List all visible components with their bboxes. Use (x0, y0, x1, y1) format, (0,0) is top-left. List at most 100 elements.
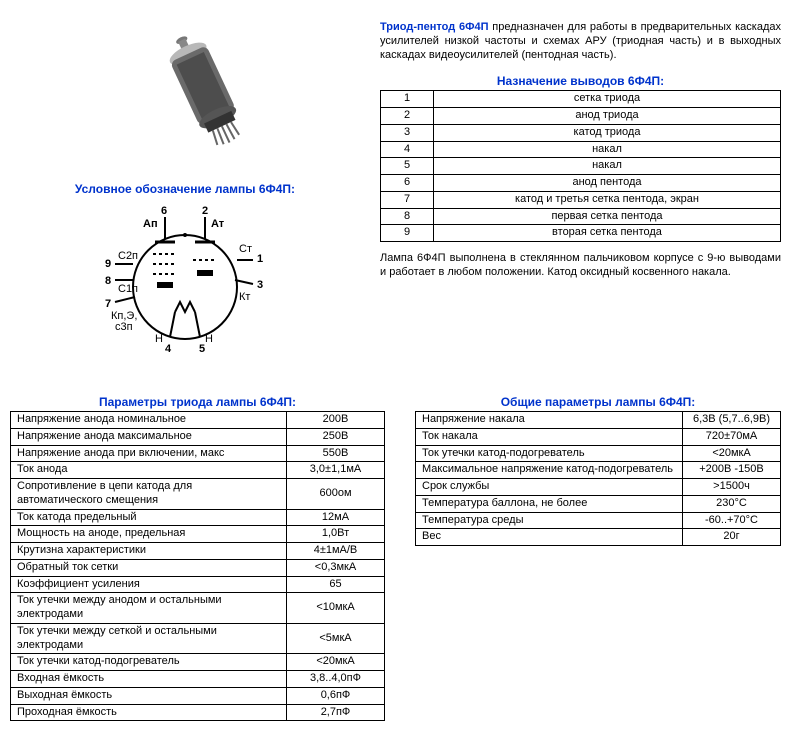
triode-row: Ток утечки между анодом и остальными эле… (11, 593, 385, 624)
param-name: Выходная ёмкость (11, 687, 287, 704)
svg-text:4: 4 (165, 343, 172, 355)
param-name: Вес (416, 529, 683, 546)
param-name: Ток анода (11, 462, 287, 479)
pin-label: анод триода (434, 108, 781, 125)
triode-row: Ток анода3,0±1,1мА (11, 462, 385, 479)
triode-row: Напряжение анода максимальное250В (11, 428, 385, 445)
param-val: 600ом (287, 479, 385, 510)
symbol-header: Условное обозначение лампы 6Ф4П: (10, 178, 360, 198)
param-val: <0,3мкА (287, 559, 385, 576)
pinout-header: Назначение выводов 6Ф4П: (380, 70, 781, 90)
svg-text:с3п: с3п (115, 321, 133, 333)
top-right-col: Триод-пентод 6Ф4П предназначен для работ… (360, 10, 781, 379)
general-header: Общие параметры лампы 6Ф4П: (415, 391, 781, 411)
triode-row: Напряжение анода номинальное200В (11, 412, 385, 429)
triode-header: Параметры триода лампы 6Ф4П: (10, 391, 385, 411)
param-name: Напряжение анода номинальное (11, 412, 287, 429)
general-row: Температура среды-60..+70°С (416, 512, 781, 529)
param-name: Напряжение анода при включении, макс (11, 445, 287, 462)
triode-row: Выходная ёмкость0,6пФ (11, 687, 385, 704)
pinout-row: 7катод и третья сетка пентода, экран (381, 191, 781, 208)
pinout-row: 9вторая сетка пентода (381, 225, 781, 242)
pinout-row: 3катод триода (381, 124, 781, 141)
triode-row: Мощность на аноде, предельная1,0Вт (11, 526, 385, 543)
pin-label: первая сетка пентода (434, 208, 781, 225)
triode-row: Ток утечки катод-подогреватель<20мкА (11, 654, 385, 671)
general-row: Срок службы>1500ч (416, 479, 781, 496)
param-name: Максимальное напряжение катод-подогреват… (416, 462, 683, 479)
general-col: Общие параметры лампы 6Ф4П: Напряжение н… (415, 391, 781, 721)
triode-row: Обратный ток сетки<0,3мкА (11, 559, 385, 576)
param-name: Крутизна характеристики (11, 543, 287, 560)
pin-diagram: 6 2 Ап Ат (10, 202, 360, 375)
param-name: Мощность на аноде, предельная (11, 526, 287, 543)
pin-num: 7 (381, 191, 434, 208)
param-val: 2,7пФ (287, 704, 385, 721)
At-label: Ат (211, 218, 225, 230)
pinout-row: 6анод пентода (381, 175, 781, 192)
param-name: Обратный ток сетки (11, 559, 287, 576)
param-name: Срок службы (416, 479, 683, 496)
triode-row: Сопротивление в цепи катода для автомати… (11, 479, 385, 510)
bottom-row: Параметры триода лампы 6Ф4П: Напряжение … (10, 391, 781, 721)
general-table: Напряжение накала6,3В (5,7..6,9В)Ток нак… (415, 411, 781, 546)
pin-num: 5 (381, 158, 434, 175)
pin-label: накал (434, 158, 781, 175)
param-val: +200В -150В (683, 462, 781, 479)
pinout-table: 1сетка триода2анод триода3катод триода4н… (380, 90, 781, 242)
intro-title: Триод-пентод 6Ф4П (380, 21, 489, 33)
param-name: Проходная ёмкость (11, 704, 287, 721)
top-row: Условное обозначение лампы 6Ф4П: 6 2 Ап … (10, 10, 781, 379)
pinout-row: 1сетка триода (381, 91, 781, 108)
param-val: 20г (683, 529, 781, 546)
svg-text:Кт: Кт (239, 291, 250, 303)
triode-row: Проходная ёмкость2,7пФ (11, 704, 385, 721)
svg-text:9: 9 (105, 258, 111, 270)
pin-label: анод пентода (434, 175, 781, 192)
pin-num: 4 (381, 141, 434, 158)
general-row: Вес20г (416, 529, 781, 546)
pin-label: вторая сетка пентода (434, 225, 781, 242)
triode-row: Ток утечки между сеткой и остальными эле… (11, 623, 385, 654)
triode-row: Коэффициент усиления65 (11, 576, 385, 593)
param-name: Ток катода предельный (11, 509, 287, 526)
param-val: 230°С (683, 495, 781, 512)
svg-text:Ст: Ст (239, 243, 252, 255)
param-val: 6,3В (5,7..6,9В) (683, 412, 781, 429)
general-row: Температура баллона, не более230°С (416, 495, 781, 512)
param-val: <5мкА (287, 623, 385, 654)
param-name: Ток накала (416, 428, 683, 445)
param-val: 3,0±1,1мА (287, 462, 385, 479)
param-name: Температура среды (416, 512, 683, 529)
param-name: Напряжение анода максимальное (11, 428, 287, 445)
pin-label: катод и третья сетка пентода, экран (434, 191, 781, 208)
pin-label: накал (434, 141, 781, 158)
param-name: Коэффициент усиления (11, 576, 287, 593)
svg-text:8: 8 (105, 275, 111, 287)
param-name: Ток утечки катод-подогреватель (416, 445, 683, 462)
param-val: 1,0Вт (287, 526, 385, 543)
param-name: Ток утечки катод-подогреватель (11, 654, 287, 671)
param-name: Сопротивление в цепи катода для автомати… (11, 479, 287, 510)
svg-text:Н: Н (155, 333, 163, 345)
pin-num: 9 (381, 225, 434, 242)
pin-label: сетка триода (434, 91, 781, 108)
svg-text:7: 7 (105, 298, 111, 310)
pin-num: 8 (381, 208, 434, 225)
param-val: 4±1мА/В (287, 543, 385, 560)
param-name: Ток утечки между анодом и остальными эле… (11, 593, 287, 624)
pin2-label: 2 (202, 205, 208, 217)
pinout-row: 4накал (381, 141, 781, 158)
pin-label: катод триода (434, 124, 781, 141)
pin-num: 1 (381, 91, 434, 108)
general-row: Ток накала720±70мА (416, 428, 781, 445)
svg-text:Н: Н (205, 333, 213, 345)
svg-text:С1п: С1п (118, 283, 138, 295)
pin-num: 2 (381, 108, 434, 125)
param-name: Напряжение накала (416, 412, 683, 429)
triode-row: Входная ёмкость3,8..4,0пФ (11, 671, 385, 688)
triode-row: Крутизна характеристики4±1мА/В (11, 543, 385, 560)
param-val: 550В (287, 445, 385, 462)
intro-paragraph: Триод-пентод 6Ф4П предназначен для работ… (380, 21, 781, 62)
param-val: -60..+70°С (683, 512, 781, 529)
